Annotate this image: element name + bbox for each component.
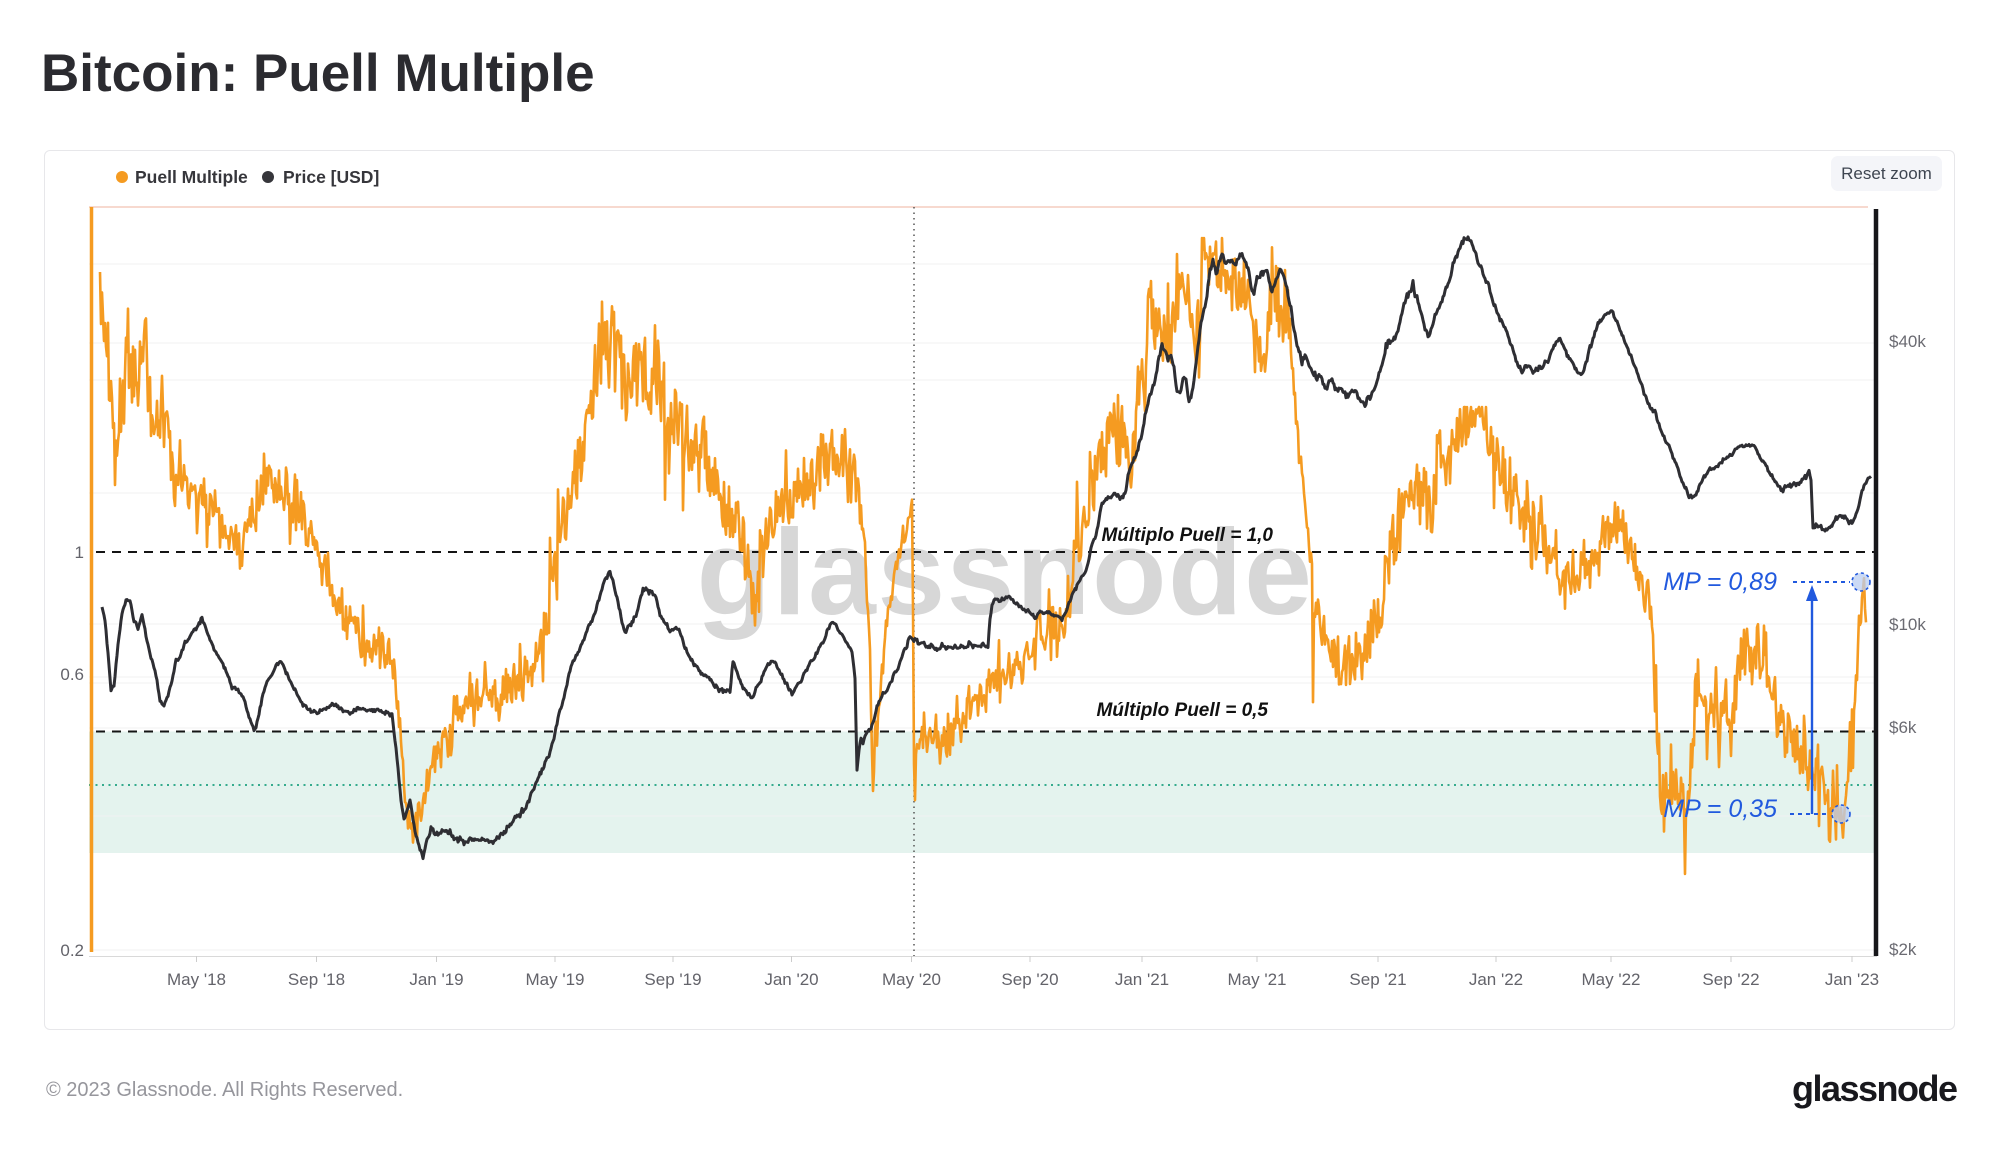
svg-text:$40k: $40k xyxy=(1889,332,1926,351)
svg-text:1: 1 xyxy=(75,543,84,562)
svg-text:Sep '22: Sep '22 xyxy=(1702,970,1759,989)
svg-text:Sep '20: Sep '20 xyxy=(1001,970,1058,989)
svg-text:Múltiplo Puell = 0,5: Múltiplo Puell = 0,5 xyxy=(1096,700,1268,721)
svg-text:Jan '19: Jan '19 xyxy=(409,970,463,989)
svg-text:Jan '23: Jan '23 xyxy=(1825,970,1879,989)
svg-text:May '22: May '22 xyxy=(1582,970,1641,989)
svg-text:May '19: May '19 xyxy=(526,970,585,989)
svg-text:Jan '21: Jan '21 xyxy=(1115,970,1169,989)
svg-text:$2k: $2k xyxy=(1889,940,1917,959)
svg-text:Sep '18: Sep '18 xyxy=(288,970,345,989)
svg-text:Jan '20: Jan '20 xyxy=(764,970,818,989)
svg-text:Sep '21: Sep '21 xyxy=(1349,970,1406,989)
svg-text:Sep '19: Sep '19 xyxy=(644,970,701,989)
svg-text:May '21: May '21 xyxy=(1228,970,1287,989)
svg-text:May '18: May '18 xyxy=(167,970,226,989)
svg-text:glassnode: glassnode xyxy=(697,504,1314,640)
svg-text:0.6: 0.6 xyxy=(60,665,84,684)
svg-text:May '20: May '20 xyxy=(882,970,941,989)
svg-text:MP = 0,89: MP = 0,89 xyxy=(1663,568,1777,596)
svg-text:0.2: 0.2 xyxy=(60,941,84,960)
svg-text:Jan '22: Jan '22 xyxy=(1469,970,1523,989)
svg-text:$10k: $10k xyxy=(1889,615,1926,634)
svg-text:$6k: $6k xyxy=(1889,718,1917,737)
svg-text:Múltiplo Puell = 1,0: Múltiplo Puell = 1,0 xyxy=(1101,525,1273,546)
svg-text:MP = 0,35: MP = 0,35 xyxy=(1663,795,1777,823)
